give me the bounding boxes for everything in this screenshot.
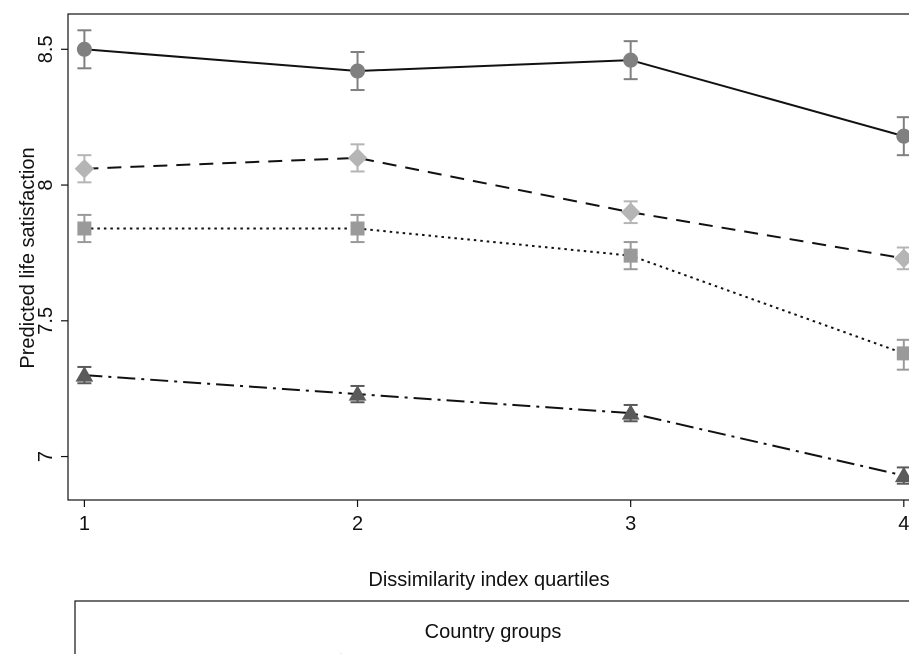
legend: Country groups NorthernCentralSouthernEa… <box>74 600 909 654</box>
y-tick-label: 8 <box>35 179 57 190</box>
plot-area <box>67 13 909 501</box>
y-axis: 7 7.5 8 8.5 <box>35 35 68 462</box>
x-axis: 1 2 3 4 <box>79 500 909 535</box>
series-northern <box>76 29 909 157</box>
data-point <box>77 221 92 236</box>
series-line <box>84 227 905 355</box>
data-point <box>76 41 92 57</box>
data-point <box>350 221 365 236</box>
y-axis-label: Predicted life satisfaction <box>17 147 39 368</box>
data-point <box>348 385 367 401</box>
series-line <box>84 48 905 138</box>
x-tick-label: 1 <box>79 513 90 535</box>
y-tick-label: 7 <box>35 451 57 462</box>
data-point <box>621 404 640 420</box>
series-line <box>84 374 905 477</box>
data-point <box>896 128 909 144</box>
data-point <box>623 52 639 68</box>
x-tick-label: 2 <box>352 513 363 535</box>
data-point <box>350 63 366 79</box>
y-tick-label: 7.5 <box>35 307 57 335</box>
x-axis-label: Dissimilarity index quartiles <box>368 569 609 591</box>
data-point <box>347 148 368 168</box>
series-central <box>74 143 909 271</box>
x-tick-label: 3 <box>625 513 636 535</box>
data-point <box>75 366 94 382</box>
data-point <box>894 248 909 269</box>
plot-border <box>67 13 909 501</box>
data-point <box>620 202 641 222</box>
legend-title: Country groups <box>425 621 562 643</box>
legend-frame <box>74 600 909 654</box>
data-point <box>896 346 909 361</box>
series-group <box>74 29 909 485</box>
data-point <box>623 248 638 263</box>
series-eastern <box>75 365 909 485</box>
x-tick-label: 4 <box>898 513 909 535</box>
series-line <box>84 156 904 260</box>
y-tick-label: 8.5 <box>35 35 57 63</box>
series-southern <box>77 213 909 371</box>
data-point <box>894 466 909 483</box>
data-point <box>74 159 95 179</box>
